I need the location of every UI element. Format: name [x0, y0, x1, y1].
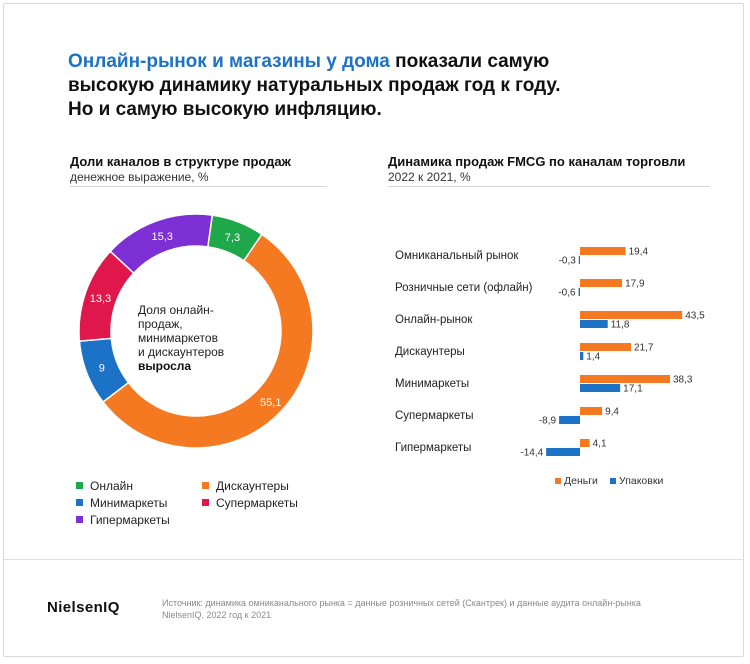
legend-label: Супермаркеты — [216, 495, 298, 510]
donut-center-text: Доля онлайн- продаж, минимаркетов и диск… — [138, 303, 254, 373]
headline: Онлайн-рынок и магазины у дома показали … — [68, 50, 688, 122]
bar-money — [580, 375, 671, 383]
donut-slice-label: 9 — [99, 362, 105, 374]
right-panel-subtitle: 2022 к 2021, % — [388, 170, 471, 184]
bar-money — [580, 407, 603, 415]
bar-legend-swatch-money — [555, 478, 561, 484]
center-line-3: минимаркетов — [138, 331, 218, 345]
bar-packs-label: -0,6 — [558, 288, 576, 299]
legend-item-discounters: Дискаунтеры — [202, 478, 332, 493]
bar-category-label: Розничные сети (офлайн) — [395, 282, 533, 294]
bar-money-label: 9,4 — [605, 407, 619, 418]
bar-packs-label: -8,9 — [539, 416, 557, 427]
bar-packs — [578, 256, 580, 264]
legend-swatch — [202, 482, 209, 489]
center-line-4: и дискаунтеров — [138, 345, 225, 359]
legend-item-supermarkets: Супермаркеты — [202, 495, 332, 510]
center-line-1: Доля онлайн- — [138, 303, 214, 317]
bar-packs-label: -14,4 — [520, 448, 543, 459]
headline-line3: Но и самую высокую инфляцию. — [68, 99, 382, 120]
center-line-2: продаж, — [138, 317, 183, 331]
bar-money — [580, 279, 623, 287]
bar-packs — [580, 320, 608, 328]
donut-slice-label: 55,1 — [260, 397, 281, 409]
left-panel-subtitle: денежное выражение, % — [70, 170, 209, 184]
legend-label: Дискаунтеры — [216, 478, 289, 493]
bar-category-label: Дискаунтеры — [395, 346, 465, 358]
bar-money-label: 17,9 — [625, 279, 645, 290]
donut-slice-discounters — [101, 233, 314, 449]
legend-label: Онлайн — [90, 478, 133, 493]
right-panel-title: Динамика продаж FMCG по каналам торговли — [388, 154, 686, 169]
bar-money — [580, 439, 590, 447]
bar-packs-label: 1,4 — [586, 352, 600, 363]
card-frame — [3, 3, 744, 657]
right-panel-divider — [388, 186, 710, 187]
source-note: Источник: динамика омниканального рынка … — [162, 597, 682, 621]
legend-label: Гипермаркеты — [90, 512, 170, 527]
headline-line1: показали самую — [389, 51, 550, 72]
left-panel-divider — [70, 186, 327, 187]
footer-divider — [4, 559, 744, 560]
legend-item-minimarkets: Минимаркеты — [76, 495, 202, 510]
bar-packs — [580, 352, 584, 360]
source-line-2: NielsenIQ, 2022 год к 2021 — [162, 610, 272, 620]
headline-line2: высокую динамику натуральных продаж год … — [68, 75, 561, 96]
donut-legend: Онлайн Дискаунтеры Минимаркеты Супермарк… — [76, 478, 336, 527]
bar-legend-label-money: Деньги — [564, 475, 598, 487]
legend-swatch — [76, 482, 83, 489]
bar-packs-label: -0,3 — [559, 256, 577, 267]
bar-legend-label-packs: Упаковки — [619, 475, 663, 487]
bar-category-label: Гипермаркеты — [395, 442, 471, 454]
legend-swatch — [202, 499, 209, 506]
bar-packs-label: 11,8 — [611, 320, 630, 331]
bar-packs — [580, 384, 621, 392]
bar-category-label: Супермаркеты — [395, 410, 473, 422]
donut-slice-label: 13,3 — [90, 293, 111, 305]
bar-money — [580, 311, 683, 319]
legend-item-hypermarkets: Гипермаркеты — [76, 512, 202, 527]
bar-legend-swatch-packs — [610, 478, 616, 484]
source-line-1: Источник: динамика омниканального рынка … — [162, 598, 641, 608]
bar-packs — [546, 448, 580, 456]
bar-packs — [559, 416, 580, 424]
bar-money-label: 43,5 — [685, 311, 705, 322]
bar-packs — [578, 288, 580, 296]
bar-money — [580, 247, 626, 255]
legend-item-online: Онлайн — [76, 478, 202, 493]
center-line-5: выросла — [138, 359, 192, 373]
left-panel-title: Доли каналов в структуре продаж — [70, 154, 291, 169]
bar-money-label: 21,7 — [634, 343, 654, 354]
legend-swatch — [76, 516, 83, 523]
bar-category-label: Омниканальный рынок — [395, 250, 519, 262]
headline-accent: Онлайн-рынок и магазины у дома — [68, 51, 390, 72]
bar-category-label: Минимаркеты — [395, 378, 469, 390]
bar-money-label: 19,4 — [629, 247, 649, 258]
bar-money-label: 4,1 — [593, 439, 607, 450]
bar-category-label: Онлайн-рынок — [395, 314, 473, 326]
legend-label: Минимаркеты — [90, 495, 168, 510]
donut-slice-hypermarkets — [109, 213, 214, 275]
bar-money-label: 38,3 — [673, 375, 693, 386]
bar-money — [580, 343, 631, 351]
donut-slice-label: 7,3 — [225, 232, 240, 244]
bar-packs-label: 17,1 — [623, 384, 643, 395]
donut-slice-label: 15,3 — [152, 231, 173, 243]
brand-logo: NielsenIQ — [47, 599, 120, 616]
legend-swatch — [76, 499, 83, 506]
